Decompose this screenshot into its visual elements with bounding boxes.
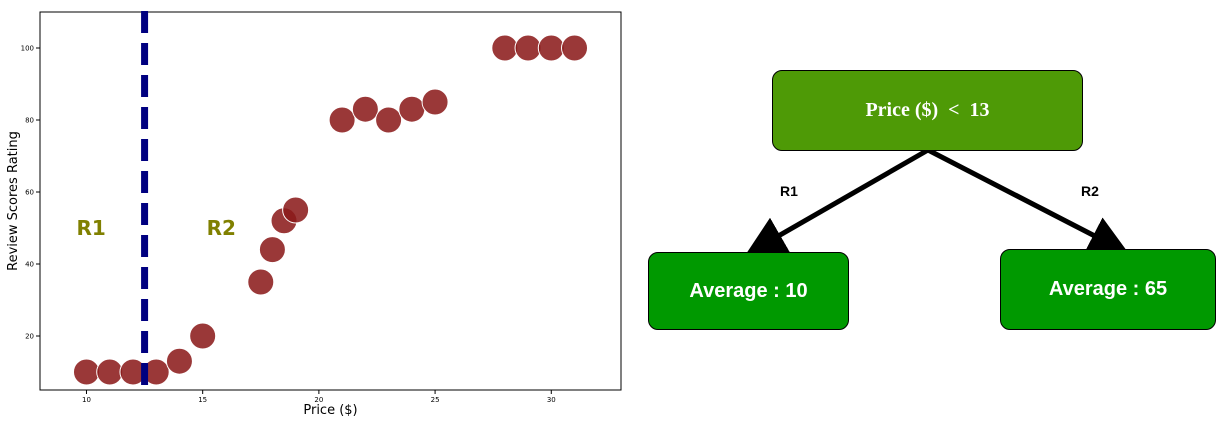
data-point xyxy=(328,106,356,134)
y-tick-label: 80 xyxy=(25,117,34,125)
y-tick-label: 100 xyxy=(21,45,34,53)
leaf-node-right-label: Average : 65 xyxy=(1048,278,1168,300)
data-point xyxy=(375,106,403,134)
root-node-label: Price ($) < 13 xyxy=(865,99,990,121)
scatter-plot: 10 15 20 25 30 20 40 60 80 100 Price ($) Review Sco… xyxy=(6,11,622,418)
y-tick-label: 40 xyxy=(25,261,34,269)
data-point xyxy=(165,347,193,375)
region-label-r1: R1 xyxy=(76,216,105,240)
data-point xyxy=(561,34,589,62)
leaf-node-right: Average : 65 xyxy=(1000,249,1216,330)
edge-line-right xyxy=(926,147,1129,254)
leaf-node-left-label: Average : 10 xyxy=(689,279,808,302)
y-tick-label: 60 xyxy=(25,189,34,197)
root-node: Price ($) < 13 xyxy=(772,70,1083,151)
x-tick-label: 20 xyxy=(314,396,323,404)
x-tick-label: 30 xyxy=(547,396,556,404)
x-tick-label: 15 xyxy=(198,396,207,404)
region-label-r2: R2 xyxy=(207,216,236,240)
edge-line-left xyxy=(745,147,930,255)
x-tick-label: 10 xyxy=(82,396,91,404)
data-point xyxy=(247,268,275,296)
x-tick-label: 25 xyxy=(431,396,440,404)
plot-frame xyxy=(39,11,622,391)
x-axis-label: Price ($) xyxy=(303,403,357,418)
leaf-node-left: Average : 10 xyxy=(648,252,849,330)
data-point xyxy=(189,322,217,350)
data-point xyxy=(421,88,449,116)
edge-label-r1: R1 xyxy=(780,183,798,199)
edge-label-r2: R2 xyxy=(1081,183,1099,199)
data-point xyxy=(351,95,379,123)
y-axis-label: Review Scores Rating xyxy=(6,131,21,271)
data-point xyxy=(282,196,310,224)
data-point xyxy=(258,236,286,264)
y-tick-label: 20 xyxy=(25,333,34,341)
